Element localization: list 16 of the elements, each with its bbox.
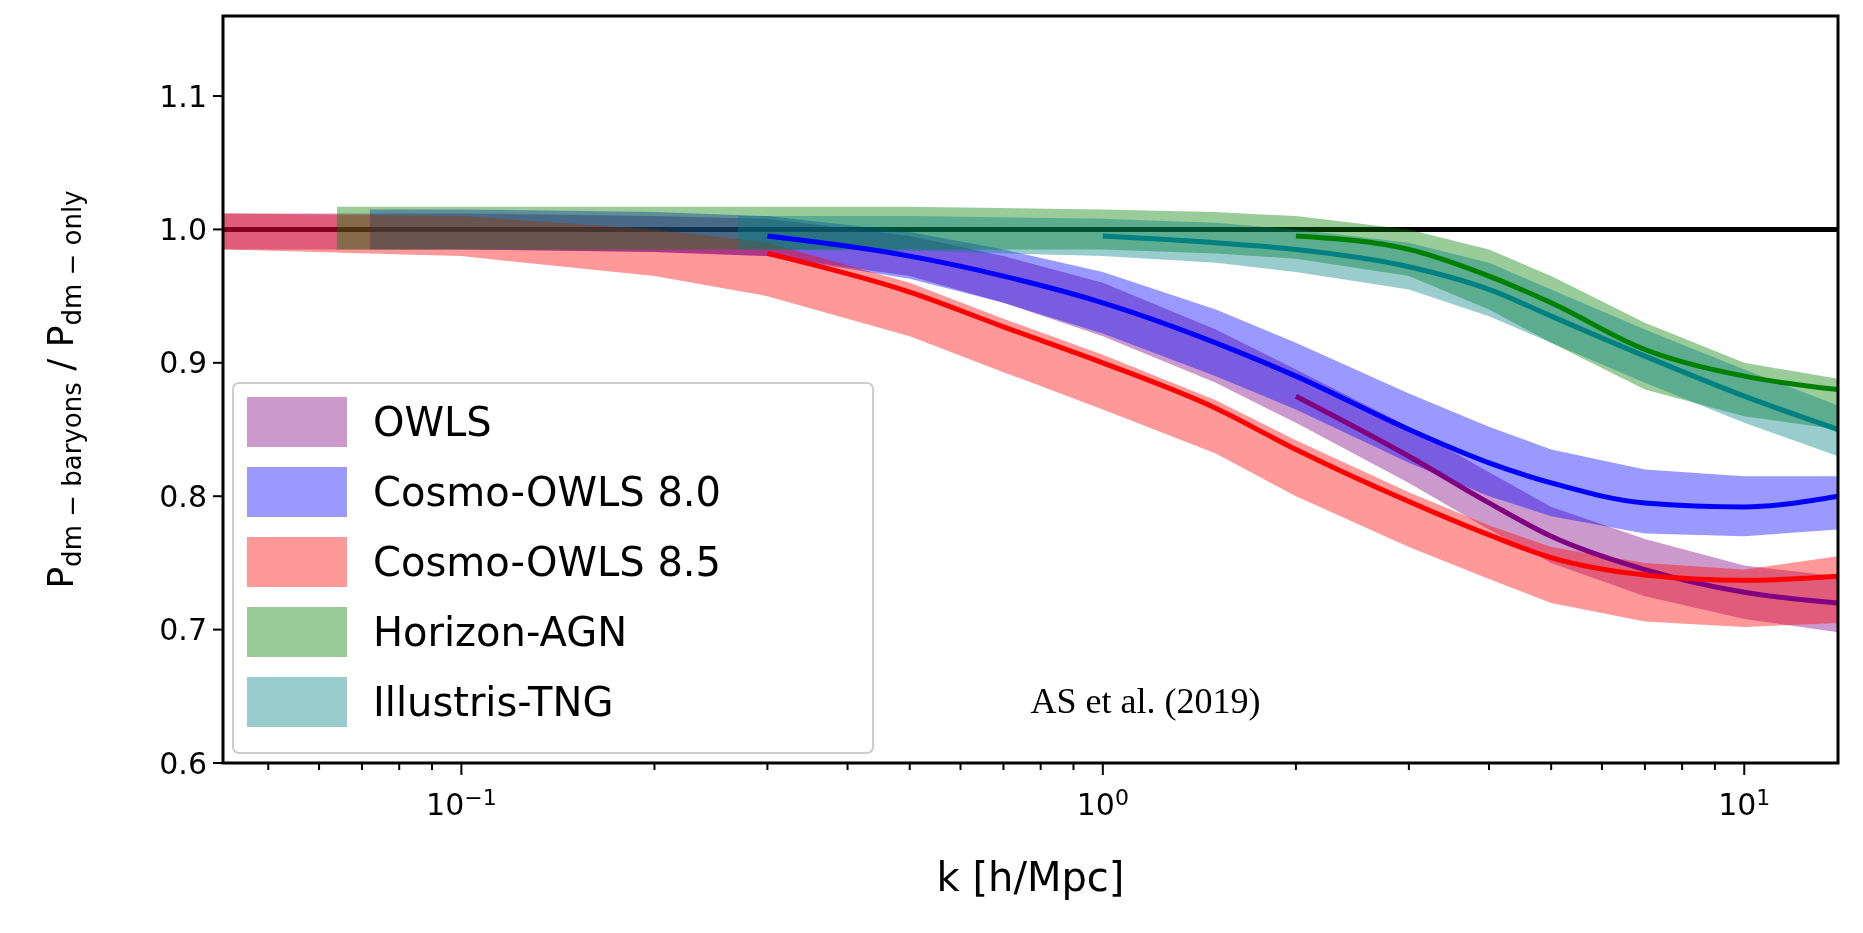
- x-tick-label: 10$^{1}$: [1718, 785, 1771, 822]
- annotation: AS et al. (2019): [1030, 681, 1261, 721]
- x-axis-title: k [h/Mpc]: [936, 854, 1125, 900]
- y-tick-label: 0.6: [159, 745, 207, 781]
- y-tick-label: 0.7: [159, 612, 207, 648]
- y-tick-label: 0.9: [159, 345, 207, 381]
- legend-label: OWLS: [373, 399, 492, 445]
- y-tick-label: 1.1: [159, 78, 207, 114]
- legend-label: Horizon-AGN: [373, 609, 628, 655]
- x-tick-label: 10$^{−1}$: [426, 785, 497, 822]
- legend-label: Cosmo-OWLS 8.5: [373, 539, 722, 585]
- y-tick-label: 1.0: [159, 211, 207, 247]
- y-tick-label: 0.8: [159, 478, 207, 514]
- legend-label: Cosmo-OWLS 8.0: [373, 469, 722, 515]
- x-tick-label: 10$^{0}$: [1076, 785, 1129, 822]
- legend-label: Illustris-TNG: [373, 679, 614, 725]
